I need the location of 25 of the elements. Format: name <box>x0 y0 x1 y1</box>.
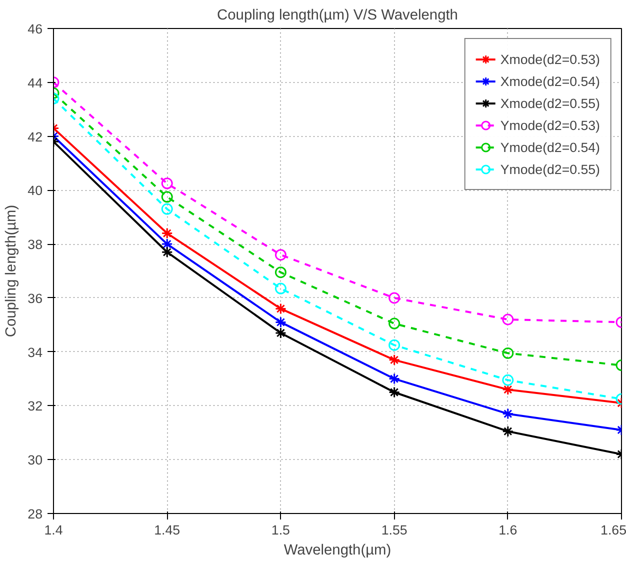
y-tick-label: 32 <box>28 398 43 414</box>
legend-label: Xmode(d2=0.53) <box>500 52 600 66</box>
y-tick-label: 38 <box>28 237 43 252</box>
x-tick-label: 1.55 <box>381 522 408 538</box>
x-tick-label: 1.5 <box>271 522 290 538</box>
y-tick-label: 46 <box>28 22 43 36</box>
x-tick-label: 1.65 <box>600 522 626 538</box>
x-tick-label: 1.6 <box>498 522 518 538</box>
legend-label: Ymode(d2=0.55) <box>500 162 600 176</box>
y-tick-label: 40 <box>28 183 43 198</box>
y-tick-label: 34 <box>28 344 44 360</box>
x-axis-title: Wavelength(µm) <box>284 542 392 558</box>
x-tick-label: 1.4 <box>44 522 64 538</box>
legend-label: Ymode(d2=0.53) <box>500 118 600 132</box>
y-axis-title: Coupling length(µm) <box>4 204 20 338</box>
legend-label: Xmode(d2=0.54) <box>500 74 600 88</box>
y-tick-label: 36 <box>28 290 43 306</box>
y-tick-label: 28 <box>28 506 43 522</box>
legend-label: Xmode(d2=0.55) <box>500 96 600 110</box>
chart-title: Coupling length(µm) V/S Wavelength <box>217 8 458 24</box>
y-tick-label: 30 <box>28 452 43 468</box>
x-tick-label: 1.45 <box>154 522 180 538</box>
y-tick-label: 42 <box>28 129 43 144</box>
legend-label: Ymode(d2=0.54) <box>500 140 600 154</box>
y-tick-label: 44 <box>28 75 44 90</box>
